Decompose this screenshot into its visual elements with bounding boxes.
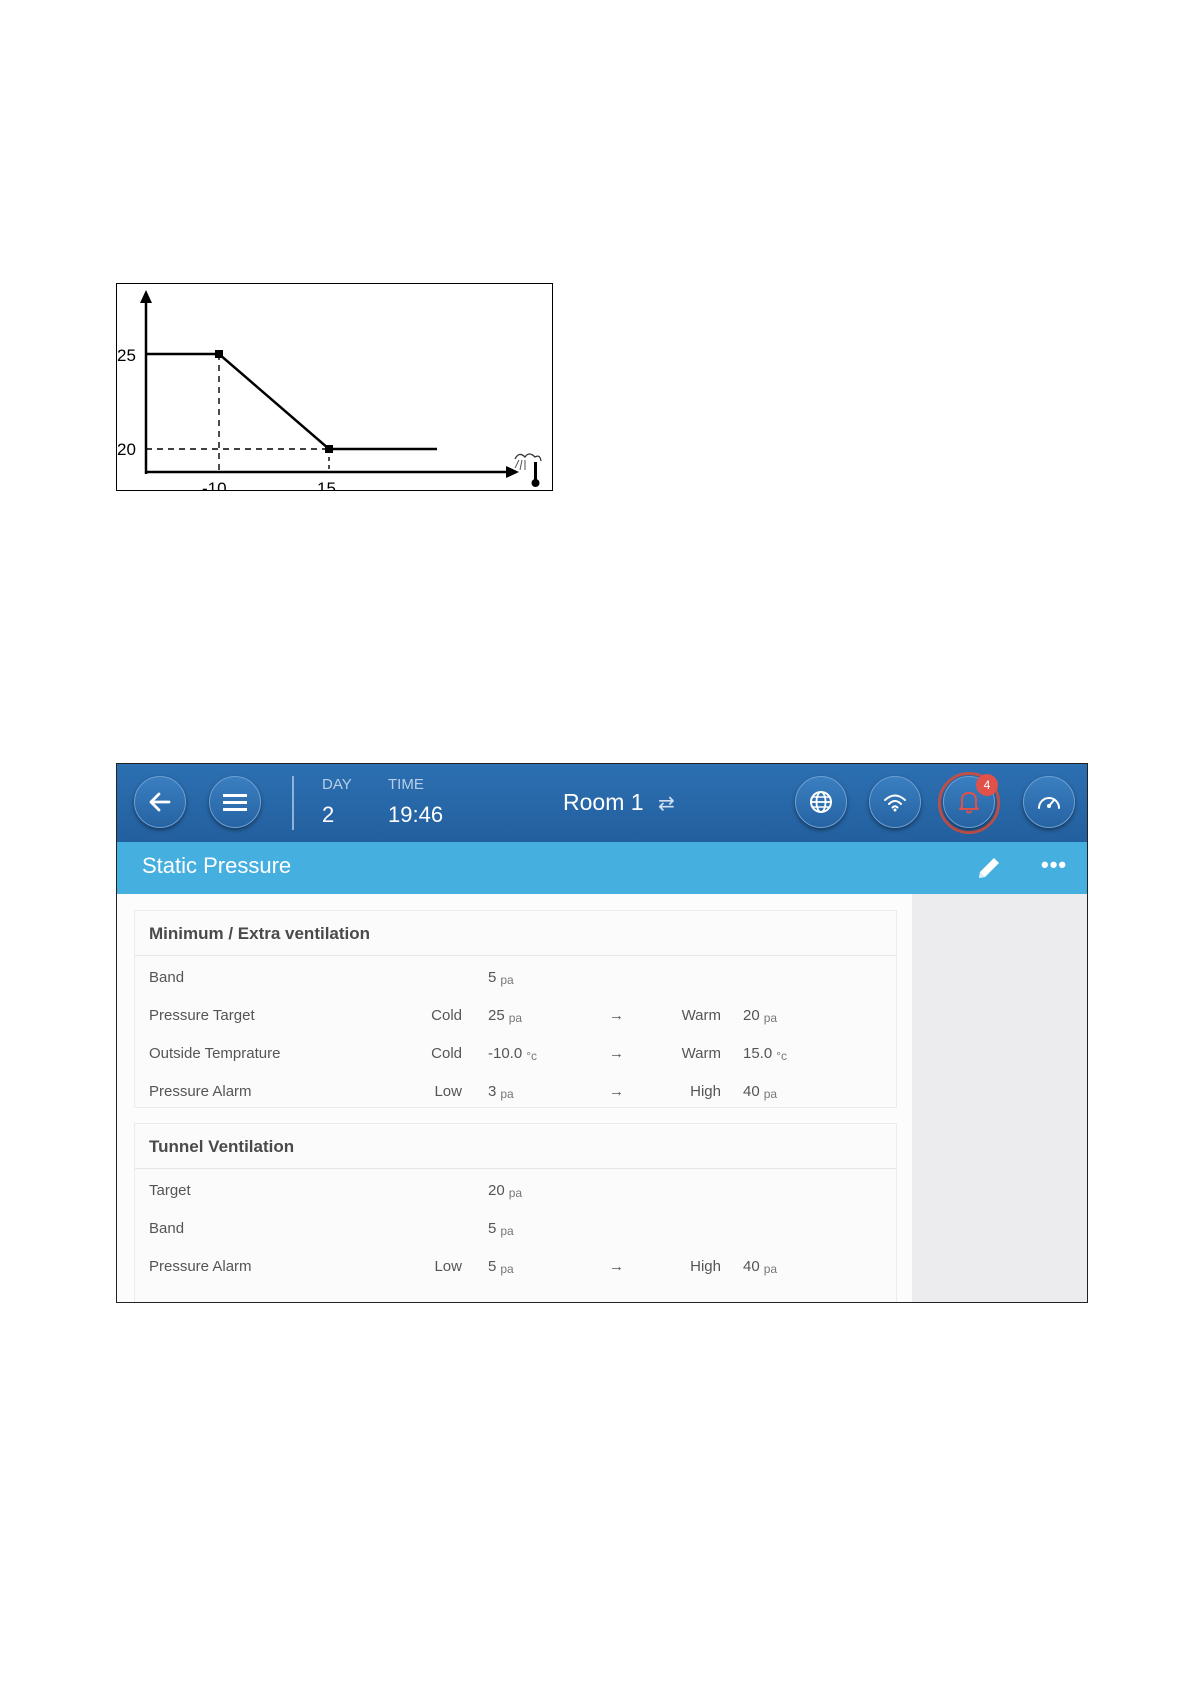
low-label: Low: [434, 1258, 462, 1275]
high-label: High: [690, 1258, 721, 1275]
y-tick-20: 20: [117, 440, 136, 459]
warm-value[interactable]: 20 pa: [743, 1007, 778, 1025]
tunnel-ventilation-section: Tunnel Ventilation Target 20 pa Band 5 pa …: [134, 1123, 897, 1302]
curve-point-warm: [325, 445, 333, 453]
more-options-icon[interactable]: •••: [1041, 852, 1068, 877]
menu-button[interactable]: [209, 776, 261, 828]
row-label: Pressure Alarm: [149, 1258, 252, 1275]
low-value[interactable]: 3 pa: [488, 1083, 514, 1101]
table-row[interactable]: Band 5 pa: [135, 1218, 896, 1242]
row-label: Band: [149, 1220, 185, 1237]
table-row[interactable]: Outside Temprature Cold -10.0 °c → Warm 1…: [135, 1043, 896, 1067]
content-area: Minimum / Extra ventilation Band 5 pa Pre…: [117, 894, 912, 1302]
y-tick-25: 25: [117, 346, 136, 365]
cold-value[interactable]: 25 pa: [488, 1007, 523, 1025]
time-value: 19:46: [388, 802, 444, 827]
page-title: Static Pressure: [142, 853, 292, 878]
table-row[interactable]: Pressure Alarm Low 5 pa → High 40 pa: [135, 1256, 896, 1280]
warm-value[interactable]: 15.0 °c: [743, 1045, 788, 1063]
row-label: Target: [149, 1182, 191, 1199]
curve-point-cold: [215, 350, 223, 358]
high-value[interactable]: 40 pa: [743, 1258, 778, 1276]
table-row[interactable]: Pressure Alarm Low 3 pa → High 40 pa: [135, 1081, 896, 1105]
high-label: High: [690, 1083, 721, 1100]
arrow-icon: →: [609, 1083, 624, 1100]
min-extra-ventilation-section: Minimum / Extra ventilation Band 5 pa Pre…: [134, 910, 897, 1108]
section-title: Tunnel Ventilation: [149, 1137, 295, 1156]
low-value[interactable]: 5 pa: [488, 1258, 514, 1276]
alarm-count-badge: 4: [976, 774, 998, 796]
x-axis-arrow-icon: [506, 466, 519, 478]
row-value[interactable]: 5 pa: [488, 969, 514, 987]
section-header: Tunnel Ventilation: [135, 1124, 896, 1169]
x-tick-neg10: -10: [202, 479, 227, 491]
back-arrow-icon: [149, 792, 171, 812]
network-button[interactable]: [869, 776, 921, 828]
day-value: 2: [322, 802, 335, 827]
arrow-icon: →: [609, 1007, 624, 1024]
section-header: Minimum / Extra ventilation: [135, 911, 896, 956]
row-label: Pressure Alarm: [149, 1083, 252, 1100]
outside-temperature-icon: [514, 453, 542, 487]
side-panel: [912, 894, 1087, 1302]
pressure-curve: [146, 352, 437, 451]
header-divider: [292, 776, 294, 830]
bell-icon: [959, 792, 979, 814]
pressure-curve-graph: 25 20 -10 15: [116, 283, 553, 491]
arrow-icon: →: [609, 1258, 624, 1275]
table-row[interactable]: Band 5 pa: [135, 967, 896, 991]
row-label: Outside Temprature: [149, 1045, 281, 1062]
row-value[interactable]: 20 pa: [488, 1182, 523, 1200]
row-value[interactable]: 5 pa: [488, 1220, 514, 1238]
cold-label: Cold: [431, 1045, 462, 1062]
table-row[interactable]: Pressure Target Cold 25 pa → Warm 20 pa: [135, 1005, 896, 1029]
dashboard-button[interactable]: [1023, 776, 1075, 828]
row-label: Pressure Target: [149, 1007, 255, 1024]
room-title[interactable]: Room 1: [563, 789, 644, 815]
x-tick-15: 15: [317, 479, 336, 491]
globe-icon: [810, 791, 832, 813]
wifi-icon: [884, 794, 906, 812]
language-button[interactable]: [795, 776, 847, 828]
y-axis-arrow-icon: [140, 290, 152, 303]
top-bar: DAY 2 TIME 19:46 Room 1 ⇄: [117, 764, 1087, 842]
back-button[interactable]: [134, 776, 186, 828]
section-title: Minimum / Extra ventilation: [149, 924, 371, 943]
table-row[interactable]: Target 20 pa: [135, 1180, 896, 1204]
graph-svg: 25 20 -10 15: [117, 290, 542, 491]
row-label: Band: [149, 969, 185, 986]
alarm-ring: [938, 772, 1000, 834]
high-value[interactable]: 40 pa: [743, 1083, 778, 1101]
gauge-icon: [1038, 797, 1060, 809]
controller-screen: DAY 2 TIME 19:46 Room 1 ⇄: [116, 763, 1088, 1303]
day-label: DAY: [322, 776, 352, 793]
edit-icon[interactable]: [975, 854, 1003, 882]
arrow-icon: →: [609, 1045, 624, 1062]
page-header: Static Pressure •••: [117, 842, 1087, 894]
cold-value[interactable]: -10.0 °c: [488, 1045, 538, 1063]
time-label: TIME: [388, 776, 424, 793]
low-label: Low: [434, 1083, 462, 1100]
swap-room-icon[interactable]: ⇄: [658, 793, 675, 815]
warm-label: Warm: [681, 1045, 721, 1062]
cold-label: Cold: [431, 1007, 462, 1024]
warm-label: Warm: [681, 1007, 721, 1024]
menu-icon: [223, 794, 247, 811]
